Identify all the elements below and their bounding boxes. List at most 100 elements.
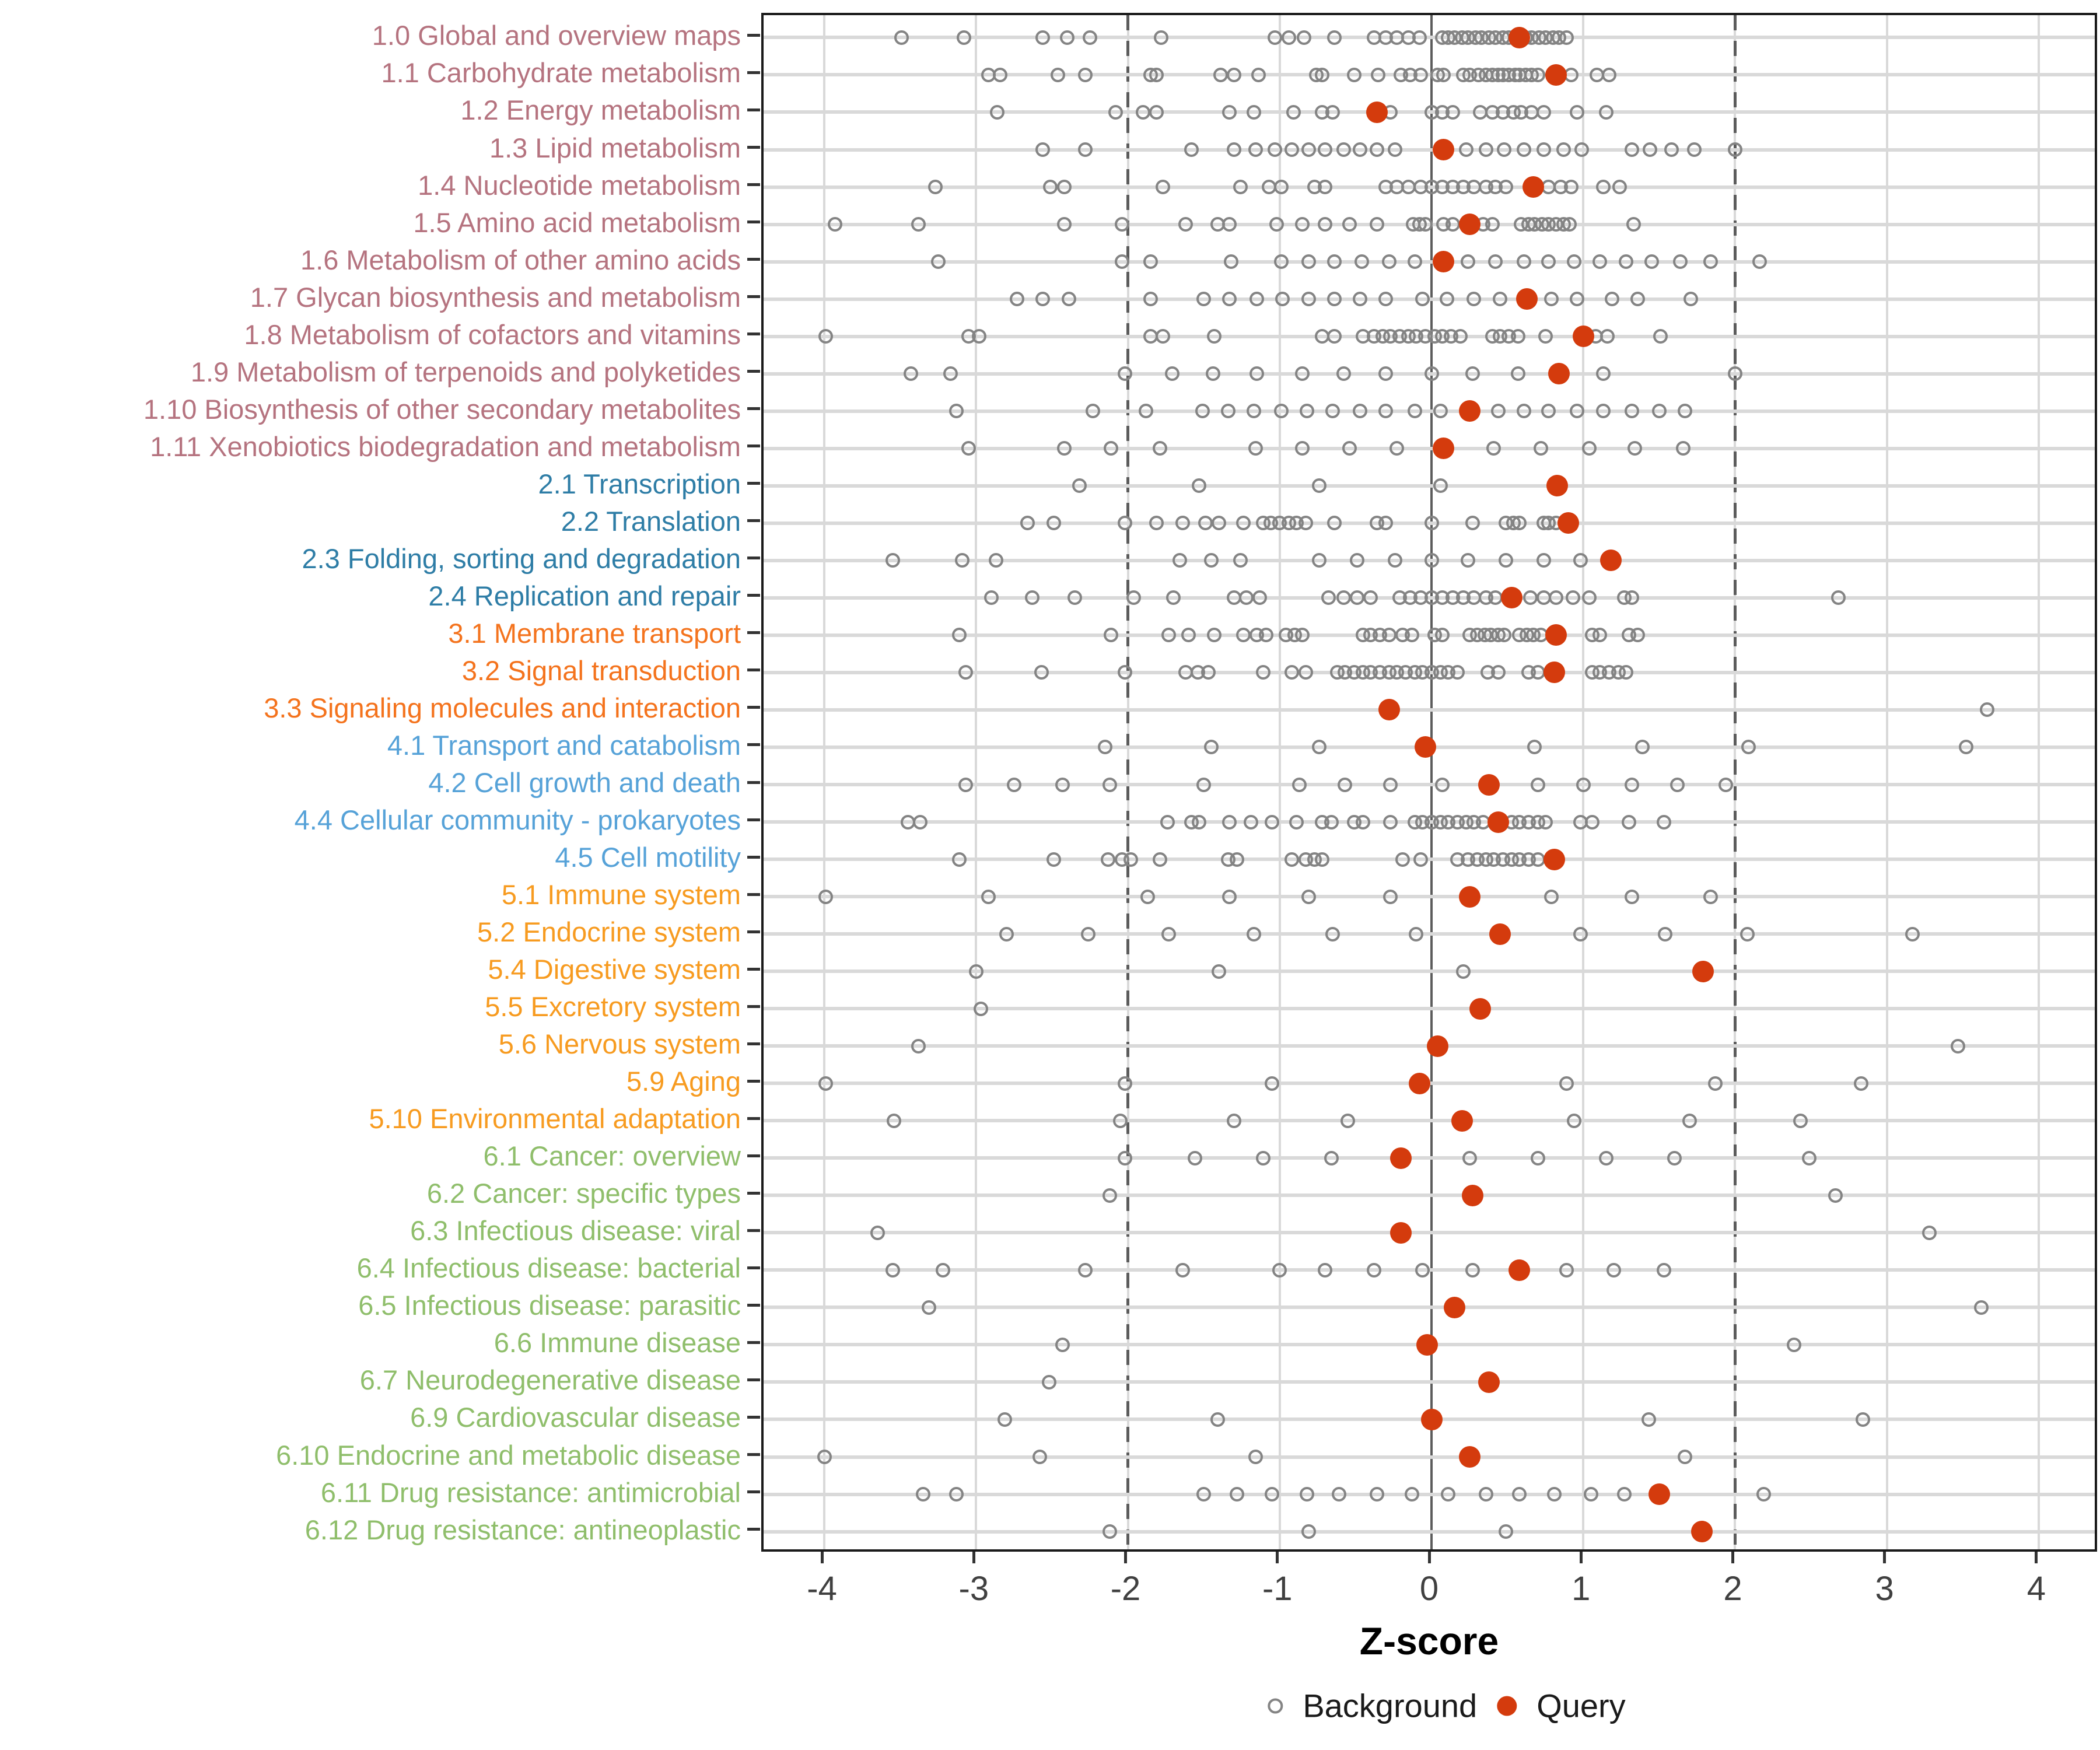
background-point	[1281, 30, 1296, 45]
background-point	[1530, 852, 1545, 867]
row-gridline	[764, 1492, 2095, 1496]
background-point	[1682, 1113, 1697, 1128]
background-point	[1098, 740, 1112, 755]
background-point	[1466, 292, 1482, 307]
background-point	[1389, 441, 1404, 456]
background-point	[1222, 814, 1237, 830]
gridline-vertical	[823, 15, 826, 1549]
background-point	[1718, 777, 1734, 792]
background-point	[818, 329, 834, 344]
background-point	[1479, 1487, 1494, 1502]
background-point	[1196, 1487, 1212, 1502]
background-point	[1152, 441, 1167, 456]
row-gridline	[764, 484, 2095, 488]
background-point	[993, 67, 1008, 82]
background-point	[1301, 1524, 1316, 1539]
background-point	[1102, 1524, 1117, 1539]
y-axis-tick	[747, 1116, 760, 1120]
background-point	[1284, 665, 1300, 680]
background-point	[1363, 590, 1378, 606]
y-axis-tick	[747, 482, 760, 485]
background-point	[1828, 1188, 1843, 1203]
background-point	[1573, 553, 1588, 568]
plot-panel	[761, 13, 2097, 1552]
background-point	[1465, 1262, 1480, 1278]
background-point	[1499, 553, 1513, 568]
background-point	[922, 1300, 937, 1315]
background-point	[817, 1450, 832, 1465]
background-point	[1547, 1487, 1562, 1502]
background-point	[1582, 590, 1597, 606]
background-point	[1708, 1076, 1723, 1091]
background-point	[1175, 1262, 1190, 1278]
background-point	[1595, 404, 1611, 419]
background-point	[1412, 30, 1427, 45]
background-point	[1459, 142, 1474, 157]
background-point	[1265, 1487, 1280, 1502]
y-axis-tick	[747, 780, 760, 784]
background-point	[1222, 217, 1237, 232]
background-point	[1499, 180, 1513, 195]
y-axis-tick	[747, 1528, 760, 1531]
y-axis-tick	[747, 855, 760, 859]
background-point	[1625, 590, 1639, 606]
background-point	[1510, 329, 1525, 344]
query-point	[1692, 960, 1714, 982]
background-point	[1055, 1337, 1070, 1352]
background-point	[1651, 404, 1667, 419]
y-axis-tick	[747, 108, 760, 111]
background-point	[1230, 852, 1245, 867]
background-point	[1592, 628, 1608, 643]
background-point	[1035, 292, 1051, 307]
background-point	[1315, 852, 1330, 867]
background-point	[1336, 590, 1351, 606]
row-gridline	[764, 1007, 2095, 1011]
background-point	[1181, 628, 1196, 643]
query-point	[1508, 1259, 1531, 1281]
background-point	[984, 590, 999, 606]
y-axis-label: 2.3 Folding, sorting and degradation	[302, 542, 741, 574]
background-point	[870, 1225, 885, 1240]
query-point	[1433, 139, 1455, 160]
background-point	[1046, 852, 1061, 867]
background-point	[1460, 553, 1475, 568]
y-axis-label: 2.1 Transcription	[538, 468, 741, 499]
background-point	[1570, 292, 1585, 307]
x-axis-tick	[1579, 1552, 1583, 1563]
query-point	[1544, 848, 1566, 870]
background-point	[1346, 67, 1362, 82]
background-point	[1161, 628, 1177, 643]
background-point	[1741, 740, 1756, 755]
y-axis-tick	[747, 183, 760, 187]
background-point	[1570, 104, 1585, 120]
background-point	[1536, 142, 1552, 157]
background-point	[1286, 104, 1301, 120]
background-point	[1491, 404, 1506, 419]
background-point	[1175, 516, 1190, 531]
y-axis-tick	[747, 1228, 760, 1232]
background-point	[1407, 404, 1422, 419]
y-axis-label: 1.2 Energy metabolism	[460, 94, 741, 126]
background-point	[1630, 292, 1646, 307]
background-point	[1236, 628, 1251, 643]
x-axis-tick-label: 2	[1723, 1570, 1742, 1608]
background-point	[1250, 292, 1265, 307]
background-point	[1126, 590, 1142, 606]
background-point	[1793, 1113, 1808, 1128]
background-point	[1243, 814, 1258, 830]
query-point	[1544, 662, 1566, 684]
x-axis-tick-label: 4	[2027, 1570, 2046, 1608]
background-point	[1855, 1412, 1870, 1427]
background-point	[1325, 404, 1340, 419]
background-point	[1536, 553, 1552, 568]
background-point	[1415, 1262, 1430, 1278]
background-point	[1605, 292, 1620, 307]
query-point	[1390, 1147, 1412, 1169]
background-point	[1055, 777, 1070, 792]
background-point	[1703, 254, 1718, 270]
background-point	[1752, 254, 1767, 270]
y-axis-tick	[747, 1453, 760, 1457]
background-point	[1573, 926, 1588, 942]
background-point	[1530, 665, 1545, 680]
row-gridline	[764, 1194, 2095, 1198]
